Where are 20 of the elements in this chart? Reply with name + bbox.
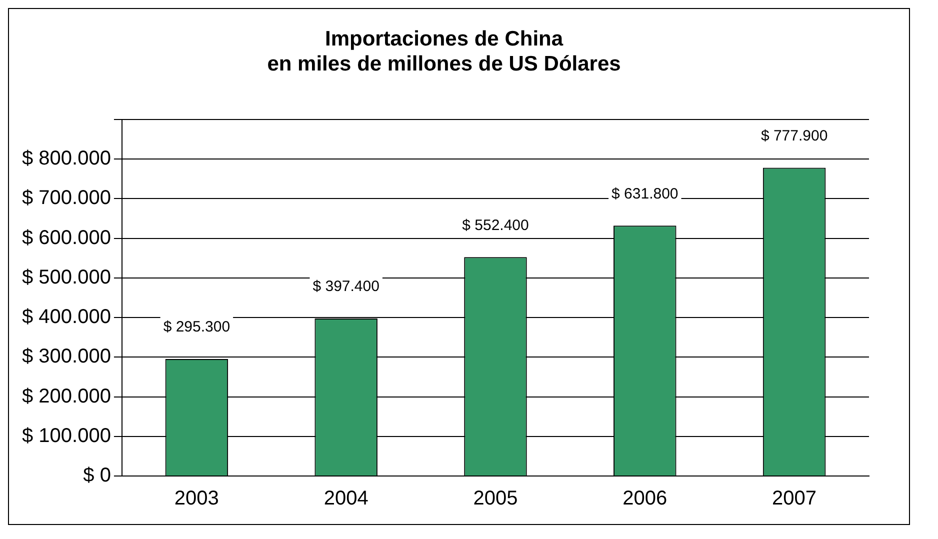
x-tick-label: 2006 [622,488,668,510]
x-tick-label: 2004 [324,488,368,510]
data-label: $ 295.300 [163,318,230,336]
data-label: $ 552.400 [462,216,529,234]
y-tick-label: $ 600.000 [22,226,111,249]
data-label: $ 631.800 [612,185,678,202]
y-tick-label: $ 300.000 [22,346,111,368]
y-tick-label: $ 500.000 [22,266,111,288]
y-tick-label: $ 700.000 [22,187,111,210]
x-tick-label: 2003 [174,488,219,510]
y-tick-label: $ 200.000 [22,385,111,408]
chart-title: Importaciones de China en miles de millones de US Dólares [267,27,621,76]
y-tick-label: $ 800.000 [22,148,111,170]
y-tick-label: $ 400.000 [22,306,111,328]
data-label: $ 397.400 [312,278,380,296]
data-label: $ 777.900 [760,127,828,144]
x-tick-label: 2005 [473,488,518,510]
x-tick-label: 2007 [772,488,817,510]
y-tick-label: $ 100.000 [22,424,111,447]
y-tick-label: $ 0 [83,464,111,487]
